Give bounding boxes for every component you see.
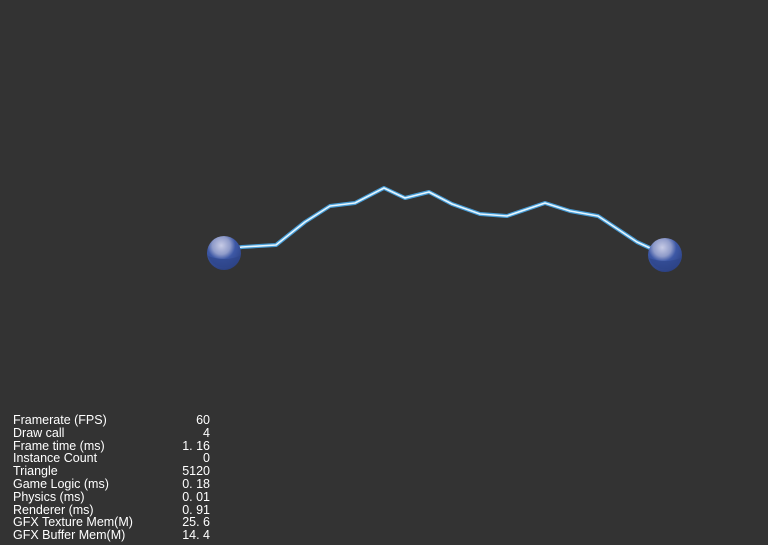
- stat-value: 1. 16: [182, 438, 210, 453]
- stat-row: Frame time (ms) 1. 16: [13, 438, 213, 453]
- stat-value: 14. 4: [182, 528, 210, 543]
- left-ball[interactable]: [207, 236, 241, 270]
- rope: [223, 187, 666, 256]
- stat-value: 60: [196, 413, 210, 427]
- debug-stats-panel: Framerate (FPS) 60 Draw call 4 Frame time (m…: [13, 414, 213, 542]
- stat-value: 25. 6: [182, 515, 210, 530]
- stat-value: 0. 01: [182, 489, 210, 504]
- stat-value: 4: [203, 425, 210, 440]
- stat-row: GFX Buffer Mem(M) 14. 4: [13, 529, 213, 542]
- stat-value: 0: [203, 451, 210, 466]
- stat-row: Game Logic (ms) 0. 18: [13, 478, 213, 491]
- stat-label: Physics (ms): [13, 489, 85, 504]
- stat-label: GFX Buffer Mem(M): [13, 528, 126, 543]
- stat-label: Framerate (FPS): [13, 413, 107, 427]
- right-ball[interactable]: [648, 238, 682, 272]
- stat-value: 0. 91: [182, 502, 210, 517]
- stat-label: Triangle: [13, 464, 58, 479]
- stat-row: Instance Count 0: [13, 452, 213, 465]
- stat-row: Framerate (FPS) 60: [13, 414, 213, 427]
- stat-row: Physics (ms) 0. 01: [13, 489, 213, 504]
- stat-row: Triangle 5120: [13, 465, 213, 478]
- stat-label: GFX Texture Mem(M): [13, 515, 133, 530]
- stat-label: Instance Count: [13, 451, 98, 466]
- stat-label: Game Logic (ms): [13, 476, 109, 491]
- stat-row: Renderer (ms) 0. 91: [13, 502, 213, 517]
- stat-label: Renderer (ms): [13, 502, 94, 517]
- stat-value: 0. 18: [182, 476, 210, 491]
- stat-label: Draw call: [13, 425, 65, 440]
- rope-glow: [222, 186, 667, 257]
- stat-value: 5120: [182, 464, 210, 479]
- stat-label: Frame time (ms): [13, 438, 105, 453]
- stat-row: GFX Texture Mem(M) 25. 6: [13, 516, 213, 529]
- stat-row: Draw call 4: [13, 425, 213, 440]
